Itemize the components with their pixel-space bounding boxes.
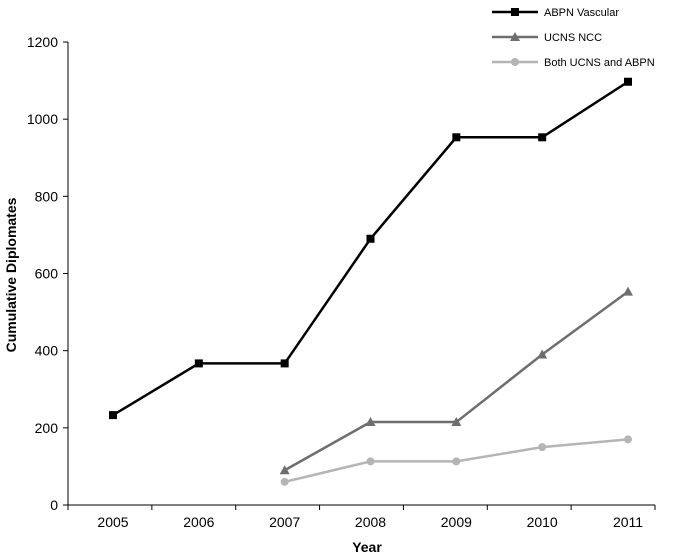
legend-swatch-marker — [511, 8, 519, 16]
y-tick-label: 200 — [35, 420, 59, 436]
y-tick-label: 1000 — [27, 111, 58, 127]
data-point-abpn-vascular — [538, 133, 547, 142]
legend-label: UCNS NCC — [544, 32, 602, 44]
series-both-ucns-and-abpn — [280, 435, 632, 486]
data-point-abpn-vascular — [452, 133, 461, 142]
series-abpn-vascular — [109, 77, 632, 420]
y-axis-title: Cumulative Diplomates — [3, 197, 19, 352]
legend-label: ABPN Vascular — [544, 7, 619, 19]
data-point-abpn-vascular — [280, 359, 289, 368]
x-tick-label: 2008 — [355, 514, 386, 530]
legend-swatch-marker — [510, 32, 520, 41]
x-tick-label: 2011 — [613, 514, 643, 530]
data-point-both-ucns-and-abpn — [280, 477, 289, 486]
data-point-abpn-vascular — [366, 234, 375, 243]
x-tick-label: 2006 — [183, 514, 214, 530]
ticks: 0 200 400 600 800 1000 1200 2005 2006 2007 2008 200… — [27, 34, 656, 530]
x-axis-title: Year — [352, 539, 382, 555]
legend-item-ucns-ncc: UCNS NCC — [492, 32, 602, 44]
data-point-abpn-vascular — [194, 359, 203, 368]
series-ucns-ncc — [279, 286, 633, 475]
legend-swatch-marker — [511, 58, 519, 66]
data-point-ucns-ncc — [537, 349, 548, 359]
data-point-both-ucns-and-abpn — [624, 435, 632, 444]
x-tick-label: 2005 — [97, 514, 128, 530]
data-point-ucns-ncc — [365, 417, 376, 427]
data-point-both-ucns-and-abpn — [538, 443, 547, 452]
y-tick-label: 600 — [35, 266, 59, 282]
legend-item-both-ucns-and-abpn: Both UCNS and ABPN — [492, 57, 655, 69]
data-point-abpn-vascular — [624, 77, 632, 86]
y-tick-label: 1200 — [27, 34, 58, 50]
series-line-abpn-vascular — [112, 80, 629, 417]
data-point-ucns-ncc — [623, 286, 633, 296]
legend-label: Both UCNS and ABPN — [544, 57, 655, 69]
y-tick-label: 800 — [35, 188, 59, 204]
data-point-ucns-ncc — [279, 465, 290, 475]
y-tick-label: 400 — [35, 343, 59, 359]
data-point-both-ucns-and-abpn — [366, 457, 375, 466]
data-point-abpn-vascular — [109, 411, 117, 420]
legend: ABPN Vascular UCNS NCC Both UCNS and ABPN — [492, 7, 655, 69]
y-tick-label: 0 — [50, 497, 58, 513]
x-tick-label: 2010 — [527, 514, 558, 530]
data-point-ucns-ncc — [451, 417, 462, 427]
x-tick-label: 2007 — [269, 514, 300, 530]
axes — [67, 42, 655, 506]
data-point-both-ucns-and-abpn — [452, 457, 461, 466]
legend-item-abpn-vascular: ABPN Vascular — [492, 7, 619, 19]
series-layer — [109, 77, 633, 486]
x-tick-label: 2009 — [441, 514, 472, 530]
